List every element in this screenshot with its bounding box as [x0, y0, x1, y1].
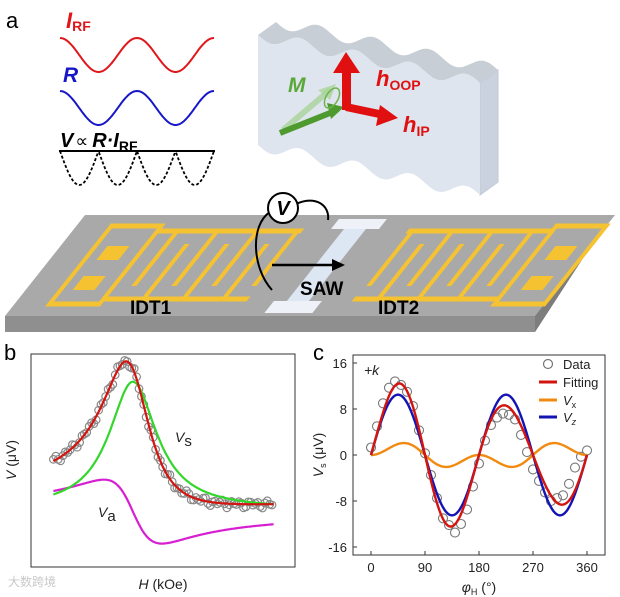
h-field-arrows	[333, 52, 398, 126]
voltmeter-icon	[267, 192, 299, 224]
irf-wave	[59, 36, 215, 73]
chart-b-frame	[30, 353, 296, 568]
legend-data-label: Data	[563, 357, 591, 372]
panel-label-c: c	[313, 340, 324, 365]
block-side-face	[479, 69, 499, 196]
chart-c-data-point	[497, 408, 509, 419]
chart-c-legend: Data Fitting Vx Vz	[539, 357, 598, 427]
legend-data-marker	[542, 358, 554, 370]
chart-c: 0 90 180 270 360 16 8 0 -8 -16 +k Data Fitting Vx…	[310, 354, 606, 597]
magnetic-film-block: M hOOP hIP	[258, 22, 499, 196]
hip-label: hIP	[403, 112, 430, 139]
block-top-face	[258, 22, 498, 83]
v-wave	[59, 148, 215, 186]
chart-c-ytick-label: 0	[340, 448, 347, 463]
chart-b-data-point	[79, 429, 89, 439]
chart-c-data-point	[437, 513, 449, 524]
panel-label-b: b	[4, 340, 16, 365]
chart-b-ylabel: V (μV)	[3, 440, 19, 480]
chart-b-data-point	[98, 398, 108, 408]
chart-b-va-line	[53, 478, 274, 545]
chart-c-xlabel: φH (°)	[462, 579, 496, 597]
chart-b-fitting-line	[52, 360, 274, 506]
chart-c-ytick-label: 8	[340, 402, 347, 417]
chart-c-data-point	[563, 478, 575, 489]
chart-b: Vs Va H (kOe) V (μV) 大数跨境	[3, 353, 296, 592]
chart-c-ylabel: Vs (μV)	[310, 433, 328, 477]
saw-label: SAW	[300, 279, 343, 300]
chart-c-xtick-label: 90	[418, 560, 432, 575]
chart-b-data-point	[115, 361, 125, 371]
hoop-label: hOOP	[376, 66, 421, 93]
legend-fitting-label: Fitting	[563, 375, 598, 390]
chart-b-xlabel: H (kOe)	[138, 576, 187, 592]
chart-c-data-point	[449, 527, 461, 538]
chart-c-data-point	[569, 462, 581, 473]
chart-b-vs-line	[53, 380, 274, 506]
irf-label: IRF	[66, 8, 91, 34]
watermark: 大数跨境	[8, 574, 56, 589]
chart-c-annotation: +k	[364, 362, 380, 378]
waveform-schematic: IRF R V ∝ R·IRF	[59, 8, 215, 186]
chart-c-xtick-label: 0	[367, 560, 374, 575]
chart-c-ytick-label: 16	[333, 356, 347, 371]
chart-c-fitting-line	[369, 382, 589, 528]
chart-c-ytick-label: -16	[328, 540, 347, 555]
panel-label-a: a	[6, 8, 19, 33]
chart-c-data-point	[401, 386, 413, 397]
idt2	[351, 223, 611, 307]
legend-vz-label: Vz	[563, 410, 577, 427]
legend-vx-label: Vx	[563, 393, 577, 410]
r-wave	[59, 89, 215, 126]
vs-label: Vs	[175, 429, 192, 450]
chart-c-xtick-label: 360	[576, 560, 598, 575]
chart-c-xtick-label: 180	[468, 560, 490, 575]
idt2-label: IDT2	[378, 298, 419, 319]
saw-device: V SAW IDT1 IDT2	[5, 192, 616, 332]
chart-c-data-point	[557, 490, 569, 501]
voltmeter-label: V	[276, 198, 291, 220]
voltmeter-wire-left	[255, 211, 273, 291]
va-label: Va	[98, 504, 116, 525]
chart-c-ytick-label: -8	[335, 494, 347, 509]
m-label: M	[288, 74, 306, 97]
chart-b-data-point	[63, 448, 73, 457]
idt1	[45, 223, 305, 307]
voltmeter-wire-right	[295, 199, 330, 221]
chart-b-data-point	[179, 489, 189, 498]
chart-b-data-point	[70, 440, 80, 450]
magnetization-arrow	[278, 84, 344, 136]
chart-c-xtick-label: 270	[522, 560, 544, 575]
idt1-label: IDT1	[130, 298, 172, 319]
r-label: R	[63, 64, 79, 87]
chart-b-data-point	[82, 428, 92, 437]
chart-b-data-point	[110, 370, 120, 380]
